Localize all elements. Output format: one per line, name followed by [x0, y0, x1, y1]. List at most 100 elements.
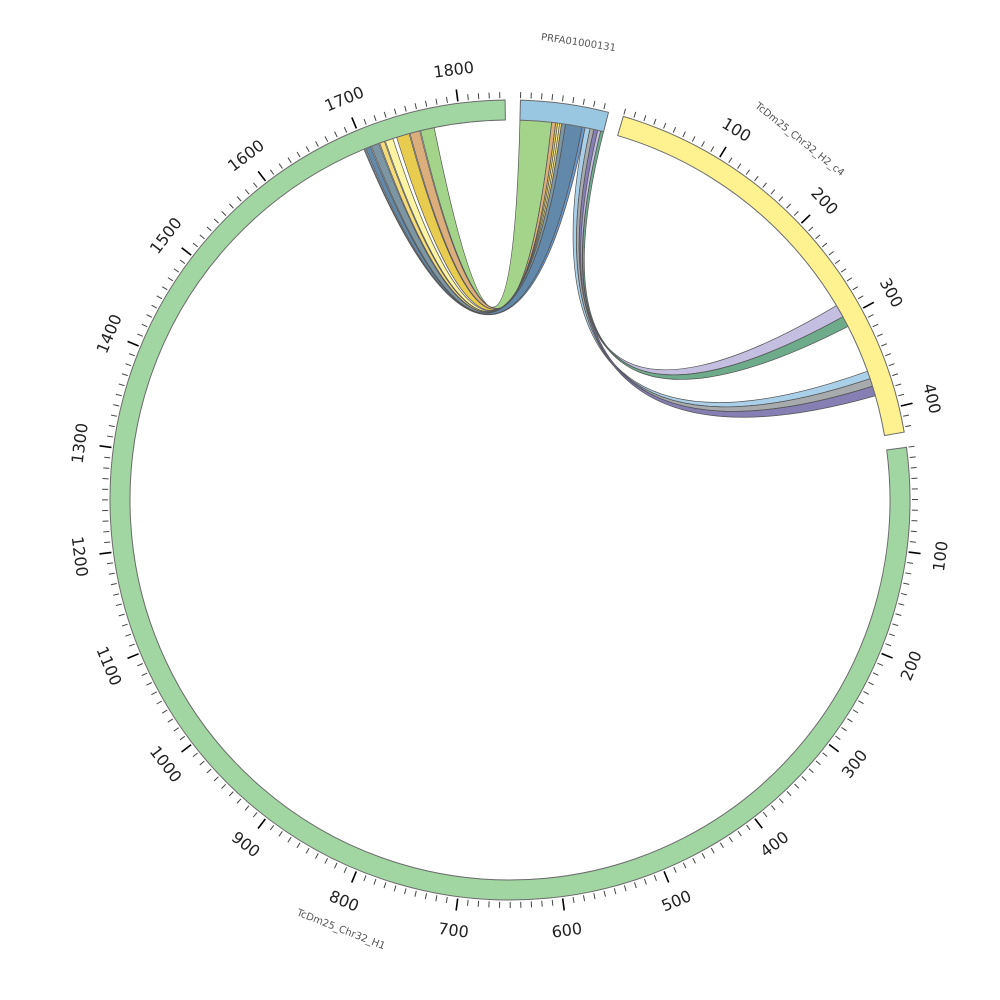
tick-label: 100	[929, 540, 952, 573]
tick-minor	[794, 783, 800, 789]
tick-label: 1100	[92, 644, 125, 689]
tick-minor	[110, 414, 117, 417]
tick-minor	[701, 852, 706, 859]
tick-major	[181, 744, 192, 753]
tick-minor	[663, 122, 667, 129]
tick-minor	[821, 242, 828, 248]
tick-minor	[872, 323, 879, 328]
tick-major	[561, 898, 566, 911]
tick-minor	[909, 456, 916, 459]
segment-name-h2: TcDm25_Chr32_H2_c4	[752, 100, 846, 179]
tick-minor	[672, 126, 677, 133]
tick-minor	[834, 259, 841, 264]
tick-minor	[815, 760, 821, 766]
tick-minor	[269, 824, 275, 831]
tick-minor	[296, 151, 301, 158]
tick-minor	[343, 867, 348, 873]
tick-label: 800	[326, 886, 361, 915]
tick-minor	[770, 189, 776, 195]
tick-label: 1000	[146, 742, 186, 786]
tick-minor	[770, 805, 776, 811]
tick-minor	[363, 875, 367, 882]
tick-minor	[373, 878, 377, 885]
tick-label: 300	[838, 746, 872, 782]
tick-minor	[808, 768, 814, 774]
tick-minor	[113, 593, 120, 596]
tick-minor	[762, 811, 768, 818]
tick-minor	[881, 343, 888, 347]
tick-minor	[582, 895, 586, 902]
tick-minor	[900, 592, 907, 596]
tick-major	[127, 340, 139, 347]
tick-minor	[561, 95, 564, 102]
tick-minor	[653, 118, 657, 125]
tick-major	[99, 551, 112, 555]
tick-minor	[613, 888, 617, 895]
tick-minor	[786, 791, 792, 797]
tick-minor	[404, 105, 407, 112]
tick-label: 100	[719, 114, 755, 146]
tick-minor	[269, 169, 275, 175]
tick-minor	[315, 141, 319, 147]
tick-minor	[908, 445, 915, 448]
tick-major	[350, 871, 358, 883]
tick-minor	[383, 882, 387, 889]
tick-minor	[173, 727, 179, 732]
tick-minor	[623, 885, 627, 892]
tick-minor	[192, 242, 199, 248]
tick-minor	[278, 163, 283, 169]
tick-minor	[113, 404, 120, 407]
tick-minor	[888, 633, 895, 637]
tick-minor	[192, 752, 198, 758]
tick-minor	[841, 726, 847, 732]
tick-minor	[892, 373, 899, 377]
tick-minor	[179, 259, 186, 264]
tick-minor	[801, 776, 807, 781]
tick-label: 1600	[224, 136, 268, 176]
tick-minor	[108, 572, 115, 575]
tick-label: 500	[659, 886, 694, 915]
tick-minor	[737, 830, 742, 837]
tick-minor	[287, 836, 292, 843]
tick-minor	[115, 393, 122, 397]
link-ribbons	[363, 119, 876, 418]
chromosome-segments	[109, 99, 911, 901]
tick-minor	[701, 141, 705, 147]
tick-major	[800, 214, 811, 224]
tick-label: 1400	[93, 311, 126, 356]
tick-minor	[206, 226, 212, 232]
tick-minor	[213, 218, 219, 224]
tick-minor	[623, 108, 627, 115]
tick-minor	[603, 103, 606, 110]
tick-minor	[682, 131, 686, 138]
tick-minor	[334, 131, 338, 138]
tick-minor	[719, 842, 724, 848]
tick-minor	[895, 613, 902, 616]
tick-minor	[793, 210, 799, 216]
tick-minor	[857, 295, 864, 300]
tick-minor	[141, 672, 148, 677]
tick-minor	[161, 709, 168, 714]
tick-minor	[333, 862, 338, 869]
tick-minor	[393, 885, 397, 892]
tick-minor	[840, 268, 847, 273]
tick-minor	[446, 96, 448, 103]
tick-minor	[868, 681, 874, 686]
tick-minor	[167, 277, 174, 282]
tick-minor	[435, 98, 438, 105]
tick-minor	[551, 899, 554, 906]
segment-name-h1: TcDm25_Chr32_H1	[294, 907, 387, 952]
tick-minor	[383, 111, 387, 118]
tick-minor	[778, 798, 784, 804]
tick-minor	[125, 633, 132, 637]
tick-major	[257, 170, 267, 182]
tick-minor	[324, 858, 329, 864]
tick-major	[828, 743, 840, 753]
tick-minor	[146, 682, 153, 686]
tick-minor	[852, 286, 859, 291]
tick-minor	[278, 831, 283, 837]
tick-minor	[435, 895, 438, 902]
tick-minor	[199, 234, 205, 240]
tick-minor	[151, 304, 158, 309]
